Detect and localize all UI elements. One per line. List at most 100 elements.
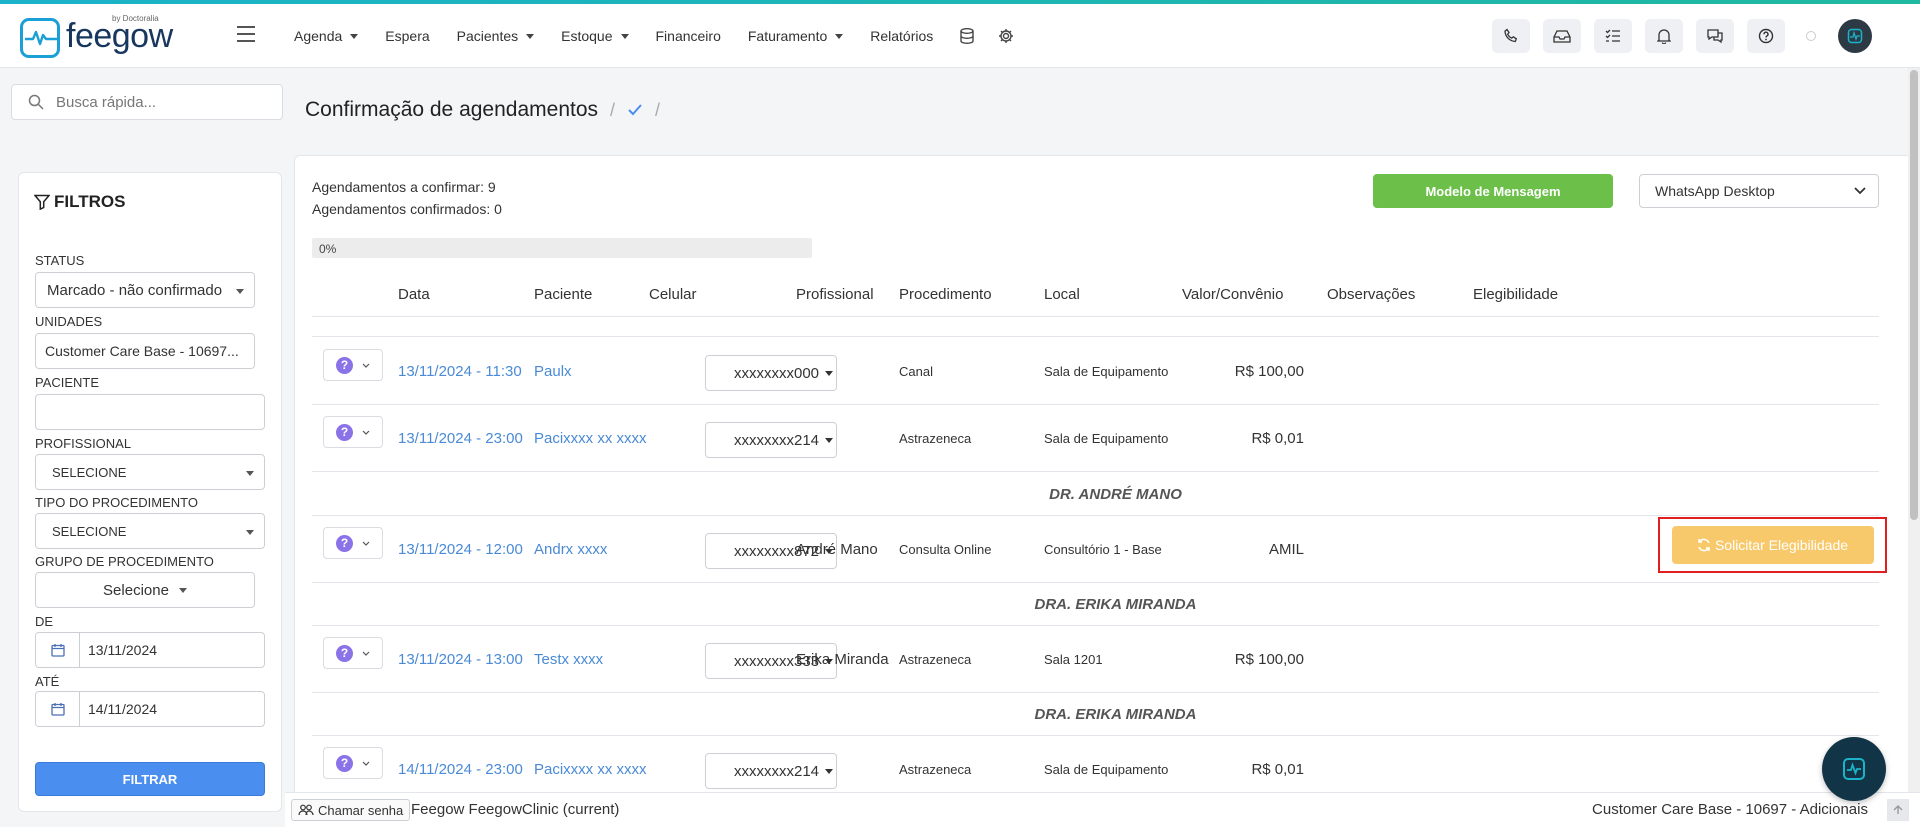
appointment-date-link[interactable]: 13/11/2024 - 13:00: [398, 650, 523, 668]
request-eligibility-button[interactable]: Solicitar Elegibilidade: [1671, 526, 1874, 564]
inbox-icon[interactable]: [1543, 19, 1581, 53]
col-profissional[interactable]: Profissional: [796, 286, 874, 303]
col-procedimento[interactable]: Procedimento: [899, 286, 992, 303]
menu-item-pacientes[interactable]: Pacientes: [457, 28, 535, 44]
top-accent-bar: [0, 0, 1920, 4]
phone-dropdown[interactable]: xxxxxxxx333: [705, 643, 837, 679]
quick-search[interactable]: Busca rápida...: [11, 84, 283, 120]
chevron-down-icon: [362, 430, 370, 435]
grupo-procedimento-select[interactable]: Selecione: [35, 572, 255, 608]
feegow-logo[interactable]: feegow by Doctoralia: [20, 14, 173, 58]
profissional-select[interactable]: SELECIONE: [35, 454, 265, 490]
users-icon: [298, 804, 314, 816]
chevron-down-icon: [362, 363, 370, 368]
checklist-icon[interactable]: [1594, 19, 1632, 53]
status-dot: [1806, 31, 1816, 41]
grupo-procedimento-label: GRUPO DE PROCEDIMENTO: [35, 554, 214, 569]
menu-item-estoque[interactable]: Estoque: [561, 28, 629, 44]
value-cell: R$ 0,01: [1251, 429, 1304, 447]
question-icon: ?: [336, 644, 353, 662]
message-template-button[interactable]: Modelo de Mensagem: [1373, 174, 1613, 208]
channel-select[interactable]: WhatsApp Desktop: [1639, 174, 1879, 208]
appointment-date-link[interactable]: 14/11/2024 - 23:00: [398, 760, 523, 778]
hamburger-menu-icon[interactable]: [237, 26, 255, 42]
status-label: STATUS: [35, 253, 85, 268]
col-data[interactable]: Data: [398, 286, 430, 303]
patient-link[interactable]: Pacixxxx xx xxxx: [534, 760, 647, 778]
menu-item-faturamento[interactable]: Faturamento: [748, 28, 844, 44]
patient-link[interactable]: Paulx: [534, 362, 572, 380]
menu-item-agenda[interactable]: Agenda: [294, 28, 359, 44]
procedure-cell: Astrazeneca: [899, 651, 972, 667]
top-navbar: feegow by Doctoralia Agenda Espera Pacie…: [0, 4, 1920, 68]
gear-icon[interactable]: [998, 28, 1014, 44]
col-celular[interactable]: Celular: [649, 286, 697, 303]
chat-icon[interactable]: [1696, 19, 1734, 53]
tipo-procedimento-label: TIPO DO PROCEDIMENTO: [35, 495, 198, 510]
table-row: ? 13/11/2024 - 23:00 Pacixxxx xx xxxx xx…: [312, 405, 1879, 472]
question-icon: ?: [336, 356, 353, 374]
col-local[interactable]: Local: [1044, 286, 1080, 303]
phone-dropdown[interactable]: xxxxxxxx214: [705, 422, 837, 458]
confirm-status-dropdown[interactable]: ?: [323, 349, 383, 381]
page-title: Confirmação de agendamentos / /: [305, 98, 661, 121]
menu-item-espera[interactable]: Espera: [385, 28, 430, 44]
phone-dropdown[interactable]: xxxxxxxx214: [705, 753, 837, 789]
caret-down-icon: [246, 530, 254, 535]
col-valor[interactable]: Valor/Convênio: [1182, 286, 1284, 303]
patient-link[interactable]: Andrx xxxx: [534, 540, 608, 558]
support-chat-button[interactable]: [1822, 737, 1886, 801]
scroll-top-icon[interactable]: [1887, 799, 1909, 821]
search-input[interactable]: Busca rápida...: [56, 93, 157, 111]
unidades-select[interactable]: Customer Care Base - 10697...: [35, 333, 255, 369]
caret-down-icon: [835, 33, 844, 39]
appointment-date-link[interactable]: 13/11/2024 - 12:00: [398, 540, 523, 558]
filter-button[interactable]: FILTRAR: [35, 762, 265, 796]
table-row: ? 14/11/2024 - 23:00 Pacixxxx xx xxxx xx…: [312, 736, 1879, 803]
menu-item-financeiro[interactable]: Financeiro: [655, 28, 721, 44]
col-paciente[interactable]: Paciente: [534, 286, 593, 303]
col-elegibilidade[interactable]: Elegibilidade: [1473, 286, 1559, 303]
database-icon[interactable]: [960, 28, 974, 44]
appointment-stats: Agendamentos a confirmar: 9 Agendamentos…: [312, 176, 502, 220]
page-scrollbar[interactable]: [1908, 68, 1920, 792]
navbar-tools: [1492, 4, 1920, 68]
confirm-status-dropdown[interactable]: ?: [323, 637, 383, 669]
filters-panel: FILTROS STATUS Marcado - não confirmado …: [18, 172, 282, 812]
check-icon[interactable]: [627, 103, 643, 117]
chevron-down-icon: [362, 651, 370, 656]
clinic-name: Feegow FeegowClinic (current): [411, 801, 620, 818]
paciente-input[interactable]: [35, 394, 265, 430]
professional-group-header: DR. ANDRÉ MANO: [312, 473, 1879, 516]
phone-dropdown[interactable]: xxxxxxxx000: [705, 355, 837, 391]
menu-item-relatorios[interactable]: Relatórios: [870, 28, 934, 44]
location-cell: Sala 1201: [1044, 651, 1103, 667]
col-observacoes[interactable]: Observações: [1327, 286, 1416, 303]
bell-icon[interactable]: [1645, 19, 1683, 53]
ate-date-field[interactable]: 14/11/2024: [35, 691, 265, 727]
eligibility-highlight: Solicitar Elegibilidade: [1658, 517, 1887, 573]
unit-name[interactable]: Customer Care Base - 10697 - Adicionais: [1592, 801, 1868, 818]
confirm-status-dropdown[interactable]: ?: [323, 747, 383, 779]
phone-icon[interactable]: [1492, 19, 1530, 53]
call-ticket-button[interactable]: Chamar senha: [291, 799, 411, 821]
value-cell: R$ 100,00: [1234, 362, 1304, 380]
to-confirm-count: Agendamentos a confirmar: 9: [312, 179, 496, 195]
patient-link[interactable]: Testx xxxx: [534, 650, 604, 668]
status-select[interactable]: Marcado - não confirmado: [35, 272, 255, 308]
confirm-status-dropdown[interactable]: ?: [323, 527, 383, 559]
scrollbar-thumb[interactable]: [1910, 70, 1918, 520]
procedure-cell: Consulta Online: [899, 541, 992, 557]
caret-down-icon: [620, 33, 629, 39]
caret-down-icon: [825, 658, 834, 664]
appointment-date-link[interactable]: 13/11/2024 - 23:00: [398, 429, 523, 447]
appointment-date-link[interactable]: 13/11/2024 - 11:30: [398, 362, 522, 380]
value-cell: AMIL: [1268, 540, 1304, 558]
tipo-procedimento-select[interactable]: SELECIONE: [35, 513, 265, 549]
phone-dropdown[interactable]: xxxxxxxx872: [705, 533, 837, 569]
de-date-field[interactable]: 13/11/2024: [35, 632, 265, 668]
confirm-status-dropdown[interactable]: ?: [323, 416, 383, 448]
help-icon[interactable]: [1747, 19, 1785, 53]
avatar[interactable]: [1838, 19, 1872, 53]
patient-link[interactable]: Pacixxxx xx xxxx: [534, 429, 647, 447]
